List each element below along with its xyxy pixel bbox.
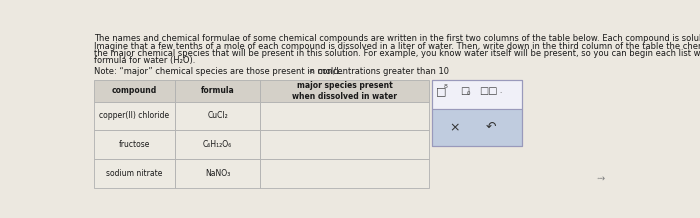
Text: □□: □□ [479,86,498,96]
Text: formula for water (H₂O).: formula for water (H₂O). [94,56,195,65]
Text: ↶: ↶ [485,121,496,134]
Text: □: □ [461,86,470,96]
Bar [433,109,522,145]
Bar [94,130,175,159]
Bar [260,102,428,130]
Text: The names and chemical formulae of some chemical compounds are written in the fi: The names and chemical formulae of some … [94,34,700,43]
Bar [175,159,260,188]
Text: .: . [500,88,502,94]
Text: -6: -6 [309,68,314,73]
Text: ↗: ↗ [593,172,606,185]
Text: 8: 8 [444,85,447,90]
Text: mol/L.: mol/L. [314,67,343,76]
Text: sodium nitrate: sodium nitrate [106,169,162,178]
Bar [260,80,428,102]
Text: 0: 0 [467,91,470,96]
Bar [94,102,175,130]
Bar [175,130,260,159]
Bar [94,80,175,102]
Text: major species present
when dissolved in water: major species present when dissolved in … [292,81,397,101]
Bar [175,80,260,102]
Text: formula: formula [201,86,234,95]
Text: compound: compound [112,86,157,95]
Bar [175,102,260,130]
Text: Note: “major” chemical species are those present in concentrations greater than : Note: “major” chemical species are those… [94,67,449,76]
Bar [260,130,428,159]
Text: C₆H₁₂O₆: C₆H₁₂O₆ [203,140,232,149]
Text: fructose: fructose [119,140,150,149]
Text: CuCl₂: CuCl₂ [207,111,228,121]
Text: □: □ [436,86,447,96]
Text: NaNO₃: NaNO₃ [205,169,230,178]
Bar [260,159,428,188]
Text: ×: × [449,121,459,134]
Bar [433,80,522,145]
Text: Imagine that a few tenths of a mole of each compound is dissolved in a liter of : Imagine that a few tenths of a mole of e… [94,42,700,51]
Text: the major chemical species that will be present in this solution. For example, y: the major chemical species that will be … [94,49,700,58]
Bar [433,80,522,109]
Text: copper(II) chloride: copper(II) chloride [99,111,169,121]
Bar [94,159,175,188]
